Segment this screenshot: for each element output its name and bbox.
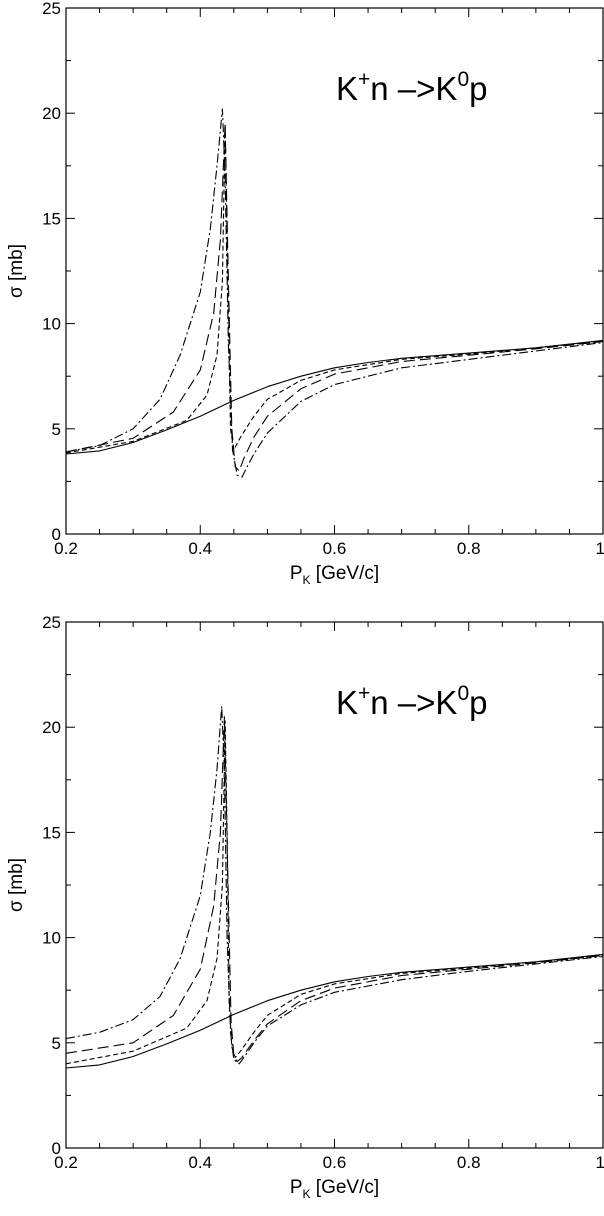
annotation-plus: + xyxy=(358,682,370,705)
x-tick-label: 0.2 xyxy=(54,1153,78,1172)
x-tick-label: 0.6 xyxy=(323,1153,347,1172)
x-axis-label-base: P xyxy=(290,1177,303,1198)
series-line-long-dash xyxy=(65,123,604,472)
x-axis-label: PK [GeV/c] xyxy=(290,563,379,587)
annotation-mid: n –>K xyxy=(370,70,457,107)
x-axis-label-subscript: K xyxy=(303,573,311,587)
x-axis-label-base: P xyxy=(290,563,303,584)
annotation-p: p xyxy=(469,70,487,107)
x-tick-label: 0.8 xyxy=(457,1153,481,1172)
y-tick-label: 10 xyxy=(42,929,61,948)
x-tick-label: 0.4 xyxy=(188,1153,212,1172)
y-tick-label: 5 xyxy=(52,420,61,439)
y-axis-label: σ [mb] xyxy=(6,858,27,912)
annotation-mid: n –>K xyxy=(370,684,457,721)
y-tick-label: 0 xyxy=(52,525,61,544)
series-line-short-dash xyxy=(65,720,604,1065)
series-line-solid xyxy=(65,953,604,1069)
series-line-dash-dot xyxy=(65,705,604,1065)
annotation-plus: + xyxy=(358,68,370,91)
y-tick-label: 20 xyxy=(42,718,61,737)
x-tick-label: 1 xyxy=(596,539,604,558)
x-tick-label: 0.2 xyxy=(54,539,78,558)
series-line-short-dash xyxy=(65,123,604,454)
y-tick-label: 15 xyxy=(42,209,61,228)
x-tick-label: 1 xyxy=(596,1153,604,1172)
reaction-annotation: K+n –>K0p xyxy=(336,68,488,107)
plot-frame xyxy=(65,621,604,1149)
y-tick-label: 5 xyxy=(52,1034,61,1053)
series-line-solid xyxy=(65,339,604,455)
x-axis-label-unit: [GeV/c] xyxy=(311,1177,380,1198)
annotation-k: K xyxy=(336,684,358,721)
y-tick-label: 15 xyxy=(42,823,61,842)
x-tick-label: 0.8 xyxy=(457,539,481,558)
series-line-long-dash xyxy=(65,716,604,1063)
annotation-p: p xyxy=(469,684,487,721)
reaction-annotation: K+n –>K0p xyxy=(336,682,488,721)
annotation-zero: 0 xyxy=(457,682,469,705)
x-tick-label: 0.6 xyxy=(323,539,347,558)
y-tick-label: 25 xyxy=(42,0,61,18)
y-tick-label: 20 xyxy=(42,104,61,123)
x-axis-label-unit: [GeV/c] xyxy=(311,563,380,584)
y-tick-label: 10 xyxy=(42,315,61,334)
annotation-k: K xyxy=(336,70,358,107)
x-axis-label-subscript: K xyxy=(303,1187,311,1201)
y-tick-label: 25 xyxy=(42,613,61,632)
annotation-zero: 0 xyxy=(457,68,469,91)
y-tick-label: 0 xyxy=(52,1139,61,1158)
series-line-dash-dot xyxy=(65,108,604,478)
x-tick-label: 0.4 xyxy=(188,539,212,558)
y-axis-label: σ [mb] xyxy=(6,244,27,298)
plot-frame xyxy=(65,7,604,535)
x-axis-label: PK [GeV/c] xyxy=(290,1177,379,1201)
